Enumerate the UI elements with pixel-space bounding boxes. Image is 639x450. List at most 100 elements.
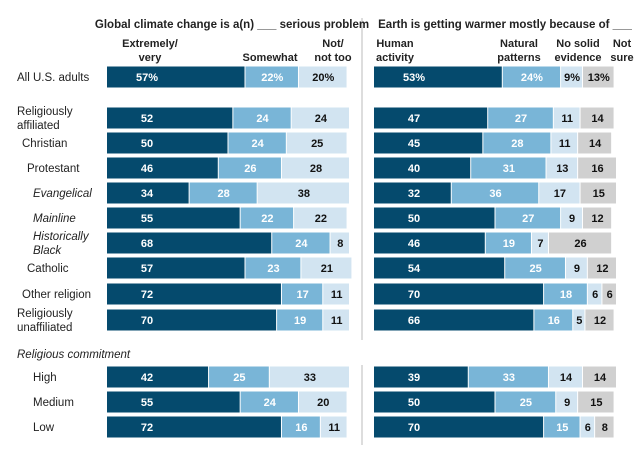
bar-segment [578,157,616,179]
data-label: 11 [559,138,571,150]
row-label: Other religion [22,289,91,301]
data-label: 40 [408,163,420,175]
data-label: 53% [403,72,425,84]
bar-segment [483,132,551,154]
bar-segment [320,416,347,438]
bar-segment [323,309,349,331]
data-label: 46 [408,238,420,250]
data-label: 25 [520,397,532,409]
data-label: 24% [521,72,543,84]
data-label: 6 [585,422,591,434]
legend-label: Extremely/ [122,38,178,50]
bar-segment [107,182,189,204]
legend-label: activity [376,52,415,64]
bar-segment [548,232,612,254]
data-label: 25 [311,138,323,150]
bar-segment [531,232,548,254]
data-label: 54 [408,263,421,275]
bar-segment [374,366,468,388]
bar-segment [277,309,323,331]
row-label: Christian [22,138,67,150]
bar-segment [233,107,291,129]
legend-label: Somewhat [242,52,297,64]
data-label: 13% [588,72,610,84]
bar-segment [565,257,587,279]
data-label: 9 [569,213,575,225]
data-label: 52 [141,113,153,125]
bar-segment [257,182,349,204]
bar-segment [495,207,561,229]
data-label: 28 [218,188,230,200]
data-label: 28 [511,138,523,150]
bar-segment [298,391,347,413]
data-label: 57% [136,72,158,84]
data-label: 17 [296,289,308,301]
data-label: 8 [337,238,343,250]
bar-segment [107,107,233,129]
bar-segment [291,107,349,129]
data-label: 50 [408,397,420,409]
bar-segment [240,207,294,229]
bar-segment [578,132,612,154]
bar-segment [374,207,495,229]
data-label: 39 [408,372,420,384]
bar-segment [281,283,323,305]
bar-segment [485,232,531,254]
data-label: 68 [141,238,153,250]
bar-segment [281,157,349,179]
bar-segment [107,366,209,388]
bar-segment [595,416,614,438]
data-label: 19 [294,315,306,327]
row-label: All U.S. adults [17,72,89,84]
data-label: 26 [244,163,256,175]
bar-segment [587,257,616,279]
bar-segment [374,107,488,129]
legend-label: evidence [554,52,601,64]
bar-segment [374,182,451,204]
bar-segment [281,416,320,438]
bar-segment [294,207,347,229]
bar-segment [451,182,539,204]
row-label: affiliated [17,120,60,132]
bar-segment [551,132,578,154]
bar-segment [374,309,534,331]
data-label: 7 [537,238,543,250]
bar-segment [374,391,495,413]
bar-segment [578,391,614,413]
data-label: 32 [408,188,420,200]
bar-segment [286,132,347,154]
row-label: Religiously [17,308,73,320]
data-label: 24 [252,138,265,150]
bar-segment [602,283,616,305]
data-label: 8 [602,422,608,434]
row-label: Religiously [17,106,73,118]
data-label: 70 [408,289,420,301]
panel-title: Earth is getting warmer mostly because o… [378,19,632,31]
data-label: 22 [261,213,273,225]
bar-segment [471,157,546,179]
data-label: 14 [591,113,604,125]
data-label: 72 [141,422,153,434]
row-label: High [33,372,57,384]
bar-segment [587,283,602,305]
data-label: 70 [408,422,420,434]
bar-segment [580,182,616,204]
bar-segment [546,157,578,179]
data-label: 24 [295,238,308,250]
data-label: 28 [310,163,322,175]
bar-segment [374,66,502,88]
data-label: 50 [408,213,420,225]
data-label: 72 [141,289,153,301]
data-label: 24 [315,113,328,125]
bar-segment [544,416,580,438]
bar-segment [573,309,585,331]
data-label: 20% [312,72,334,84]
bar-segment [544,283,587,305]
data-label: 15 [556,422,568,434]
data-label: 46 [141,163,153,175]
bar-segment [539,182,580,204]
data-label: 34 [141,188,154,200]
row-label: Black [33,245,62,257]
bar-segment [580,107,614,129]
